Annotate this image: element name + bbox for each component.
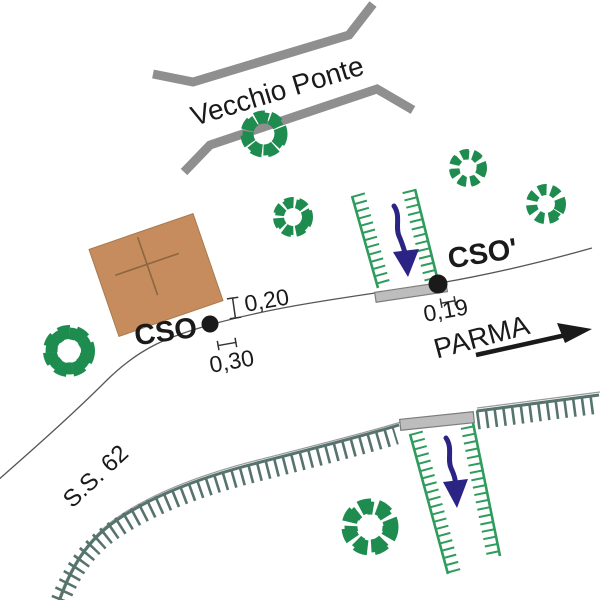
bridge-deck-lower: [398, 411, 476, 431]
tree-icon: [341, 498, 399, 556]
measurement-020-label: 0,20: [242, 283, 291, 316]
canal-lower-right-bank: [459, 417, 502, 559]
measurement-019-label: 0,19: [421, 293, 470, 326]
canal-lower-left-bank: [408, 430, 461, 575]
tree-icon: [273, 197, 313, 237]
road-name-label: S.S. 62: [58, 440, 134, 513]
church-building: [88, 212, 224, 338]
cross-icon: [115, 237, 180, 296]
tree-icon: [526, 184, 566, 224]
survey-point-cso: [201, 315, 219, 333]
tree-icon: [449, 149, 487, 187]
flow-arrow-lower-icon: [443, 435, 468, 508]
error-bar-horizontal-030: [216, 337, 238, 351]
measurement-030-label: 0,30: [207, 344, 256, 377]
canal-upper-left-bank: [350, 192, 391, 289]
canal-upper-right-bank: [402, 188, 440, 285]
embankment-hachures-right: [475, 393, 600, 430]
tree-icon: [43, 325, 95, 377]
road-upper-edge: [0, 247, 593, 480]
embankment-hachures-left: [50, 423, 400, 600]
survey-point-cso-prime: [428, 274, 448, 294]
error-bar-vertical-020: [226, 296, 242, 320]
road-lower-edge-right: [476, 391, 600, 409]
direction-arrow: [475, 323, 592, 358]
tree-icon: [240, 110, 288, 158]
old-bridge-lower-edge: [180, 84, 416, 176]
flow-arrow-upper-icon: [391, 203, 419, 277]
error-bar-horizontal-019: [439, 295, 457, 309]
old-bridge-upper-edge: [152, 1, 377, 87]
